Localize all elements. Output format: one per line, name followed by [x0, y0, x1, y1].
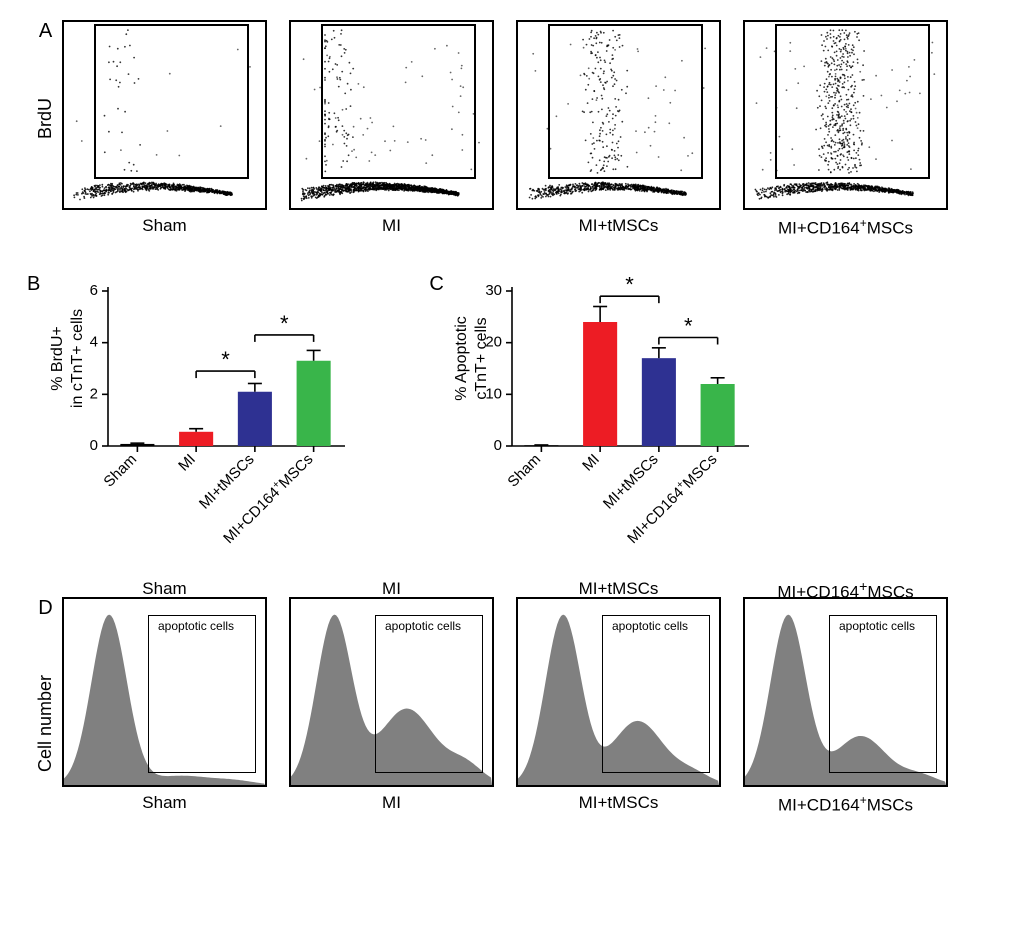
- facs-scatter: [62, 20, 267, 210]
- hist-caption: MI+tMSCs: [579, 793, 659, 813]
- panel-d-letter: D: [38, 597, 52, 620]
- panel-a-plots: Sham MI MI+tMSCs MI+CD164+MSCs: [62, 20, 948, 239]
- hist-plot-3: MI+CD164+MSCsapoptotic cellsMI+CD164+MSC…: [743, 597, 948, 816]
- facs-gate: [321, 24, 476, 179]
- panel-a: A BrdU Sham MI MI+tMSCs MI+CD164+MSCs: [15, 20, 1005, 239]
- facs-scatter: [516, 20, 721, 210]
- histogram: Shamapoptotic cells: [62, 597, 267, 787]
- facs-gate: [94, 24, 249, 179]
- panel-c: C 0102030% ApoptoticcTnT+ cells**ShamMIM…: [429, 277, 752, 581]
- facs-plot-0: Sham: [62, 20, 267, 239]
- hist-caption: MI: [382, 793, 401, 813]
- hist-caption: MI+CD164+MSCs: [778, 793, 913, 816]
- hist-gate-label: apoptotic cells: [385, 619, 461, 633]
- facs-gate: [548, 24, 703, 179]
- hist-title: MI+tMSCs: [518, 579, 719, 599]
- hist-plot-2: MI+tMSCsapoptotic cells MI+tMSCs: [516, 597, 721, 816]
- hist-title: Sham: [64, 579, 265, 599]
- hist-gate: [148, 615, 256, 773]
- panel-a-ylabel: BrdU: [35, 98, 56, 139]
- facs-caption: MI+tMSCs: [579, 216, 659, 236]
- panel-a-left: A BrdU: [35, 20, 56, 139]
- facs-caption: MI: [382, 216, 401, 236]
- panel-d-plots: Shamapoptotic cellsShamMIapoptotic cells…: [62, 597, 948, 816]
- facs-plot-2: MI+tMSCs: [516, 20, 721, 239]
- hist-gate-label: apoptotic cells: [158, 619, 234, 633]
- facs-caption: Sham: [142, 216, 186, 236]
- histogram: MI+CD164+MSCsapoptotic cells: [743, 597, 948, 787]
- hist-gate: [602, 615, 710, 773]
- facs-caption: MI+CD164+MSCs: [778, 216, 913, 239]
- facs-plot-1: MI: [289, 20, 494, 239]
- facs-plot-3: MI+CD164+MSCs: [743, 20, 948, 239]
- panel-c-letter: C: [429, 273, 443, 296]
- facs-gate: [775, 24, 930, 179]
- panel-d: D Cell number Shamapoptotic cellsShamMIa…: [15, 597, 1005, 816]
- panel-bc-row: B 0246% BrdU+in cTnT+ cells**ShamMIMI+tM…: [15, 277, 1005, 581]
- panel-d-left: D Cell number: [35, 597, 56, 772]
- panel-b: B 0246% BrdU+in cTnT+ cells**ShamMIMI+tM…: [27, 277, 349, 581]
- hist-gate: [829, 615, 937, 773]
- facs-scatter: [743, 20, 948, 210]
- histogram: MIapoptotic cells: [289, 597, 494, 787]
- hist-plot-0: Shamapoptotic cells Sham: [62, 597, 267, 816]
- panel-b-chart: 0246% BrdU+in cTnT+ cells**ShamMIMI+tMSC…: [46, 277, 349, 581]
- hist-gate-label: apoptotic cells: [612, 619, 688, 633]
- histogram: MI+tMSCsapoptotic cells: [516, 597, 721, 787]
- panel-a-letter: A: [39, 20, 52, 43]
- facs-scatter: [289, 20, 494, 210]
- hist-gate-label: apoptotic cells: [839, 619, 915, 633]
- hist-caption: Sham: [142, 793, 186, 813]
- hist-title: MI: [291, 579, 492, 599]
- panel-c-chart: 0102030% ApoptoticcTnT+ cells**ShamMIMI+…: [450, 277, 753, 581]
- hist-title: MI+CD164+MSCs: [745, 579, 946, 603]
- panel-d-ylabel: Cell number: [35, 675, 56, 772]
- hist-gate: [375, 615, 483, 773]
- hist-plot-1: MIapoptotic cells MI: [289, 597, 494, 816]
- panel-b-letter: B: [27, 273, 40, 296]
